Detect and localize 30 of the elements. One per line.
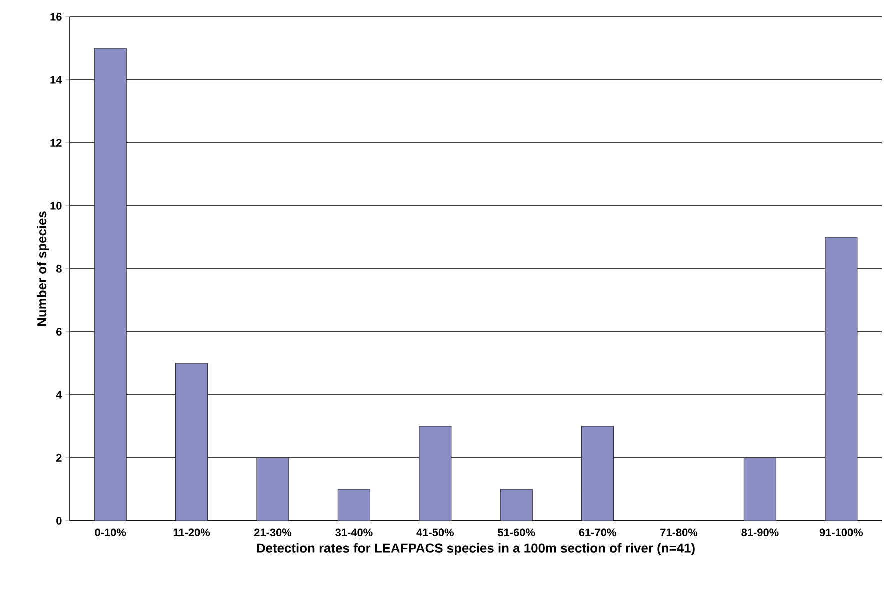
x-tick-label: 0-10% [95, 528, 126, 537]
y-tick-label: 8 [56, 265, 62, 273]
bar [338, 489, 371, 521]
x-tick-label: 21-30% [254, 528, 292, 537]
y-tick-label: 12 [50, 139, 62, 147]
x-tick-label: 41-50% [416, 528, 454, 537]
y-tick-label: 10 [50, 202, 62, 210]
x-tick-label: 61-70% [579, 528, 616, 537]
x-tick-label: 91-100% [820, 528, 864, 537]
y-tick-label: 4 [56, 391, 62, 399]
y-tick-label: 14 [50, 76, 62, 84]
bar [94, 48, 127, 521]
bar [419, 426, 452, 521]
y-tick-label: 2 [56, 454, 62, 462]
bar [825, 237, 858, 521]
x-axis-title: Detection rates for LEAFPACS species in a 100m section of river (n=41) [257, 543, 695, 556]
y-tick-label: 0 [56, 517, 62, 525]
x-tick-label: 11-20% [174, 528, 210, 537]
bar [582, 426, 614, 521]
bar [744, 458, 777, 521]
y-axis-title: Number of species [37, 212, 50, 326]
x-tick-label: 71-80% [660, 528, 698, 537]
y-tick-label: 6 [56, 328, 62, 336]
y-tick-label: 16 [50, 13, 62, 21]
x-tick-label: 31-40% [336, 528, 373, 537]
x-tick-label: 81-90% [742, 528, 779, 537]
x-tick-label: 51-60% [498, 528, 536, 537]
bar [500, 489, 533, 521]
bar [176, 363, 208, 521]
bar [256, 458, 290, 521]
